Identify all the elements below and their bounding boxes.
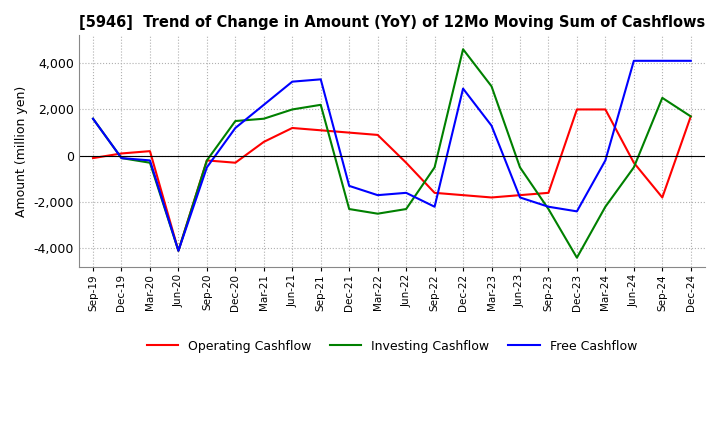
Operating Cashflow (174, 248, 183, 253)
Operating Cashflow (374, 132, 382, 138)
Free Cashflow (516, 195, 524, 200)
Operating Cashflow (686, 114, 695, 119)
Investing Cashflow (686, 114, 695, 119)
Free Cashflow (601, 158, 610, 163)
Operating Cashflow (89, 155, 97, 161)
Free Cashflow (89, 116, 97, 121)
Free Cashflow (259, 102, 268, 107)
Investing Cashflow (402, 206, 410, 212)
Operating Cashflow (516, 193, 524, 198)
Investing Cashflow (145, 160, 154, 165)
Investing Cashflow (231, 118, 240, 124)
Operating Cashflow (231, 160, 240, 165)
Line: Operating Cashflow: Operating Cashflow (93, 110, 690, 251)
Operating Cashflow (544, 190, 553, 195)
Investing Cashflow (288, 107, 297, 112)
Investing Cashflow (459, 47, 467, 52)
Legend: Operating Cashflow, Investing Cashflow, Free Cashflow: Operating Cashflow, Investing Cashflow, … (142, 335, 642, 358)
Operating Cashflow (259, 139, 268, 144)
Investing Cashflow (117, 155, 126, 161)
Free Cashflow (487, 123, 496, 128)
Free Cashflow (374, 193, 382, 198)
Investing Cashflow (658, 95, 667, 100)
Free Cashflow (345, 183, 354, 188)
Free Cashflow (431, 204, 439, 209)
Operating Cashflow (459, 193, 467, 198)
Investing Cashflow (89, 116, 97, 121)
Line: Free Cashflow: Free Cashflow (93, 61, 690, 251)
Free Cashflow (288, 79, 297, 84)
Investing Cashflow (374, 211, 382, 216)
Free Cashflow (174, 248, 183, 253)
Free Cashflow (686, 58, 695, 63)
Operating Cashflow (601, 107, 610, 112)
Free Cashflow (202, 165, 211, 170)
Operating Cashflow (487, 195, 496, 200)
Free Cashflow (117, 155, 126, 161)
Investing Cashflow (629, 165, 638, 170)
Free Cashflow (572, 209, 581, 214)
Operating Cashflow (431, 190, 439, 195)
Free Cashflow (459, 86, 467, 91)
Operating Cashflow (629, 160, 638, 165)
Free Cashflow (544, 204, 553, 209)
Investing Cashflow (516, 165, 524, 170)
Operating Cashflow (145, 149, 154, 154)
Free Cashflow (231, 125, 240, 131)
Investing Cashflow (316, 102, 325, 107)
Investing Cashflow (544, 206, 553, 212)
Investing Cashflow (202, 158, 211, 163)
Line: Investing Cashflow: Investing Cashflow (93, 49, 690, 258)
Operating Cashflow (288, 125, 297, 131)
Free Cashflow (658, 58, 667, 63)
Operating Cashflow (316, 128, 325, 133)
Investing Cashflow (259, 116, 268, 121)
Operating Cashflow (202, 158, 211, 163)
Free Cashflow (402, 190, 410, 195)
Investing Cashflow (601, 204, 610, 209)
Y-axis label: Amount (million yen): Amount (million yen) (15, 85, 28, 217)
Operating Cashflow (402, 160, 410, 165)
Investing Cashflow (487, 84, 496, 89)
Investing Cashflow (431, 165, 439, 170)
Free Cashflow (145, 158, 154, 163)
Free Cashflow (316, 77, 325, 82)
Title: [5946]  Trend of Change in Amount (YoY) of 12Mo Moving Sum of Cashflows: [5946] Trend of Change in Amount (YoY) o… (78, 15, 705, 30)
Investing Cashflow (174, 248, 183, 253)
Operating Cashflow (117, 151, 126, 156)
Free Cashflow (629, 58, 638, 63)
Investing Cashflow (345, 206, 354, 212)
Operating Cashflow (658, 195, 667, 200)
Operating Cashflow (345, 130, 354, 135)
Operating Cashflow (572, 107, 581, 112)
Investing Cashflow (572, 255, 581, 260)
